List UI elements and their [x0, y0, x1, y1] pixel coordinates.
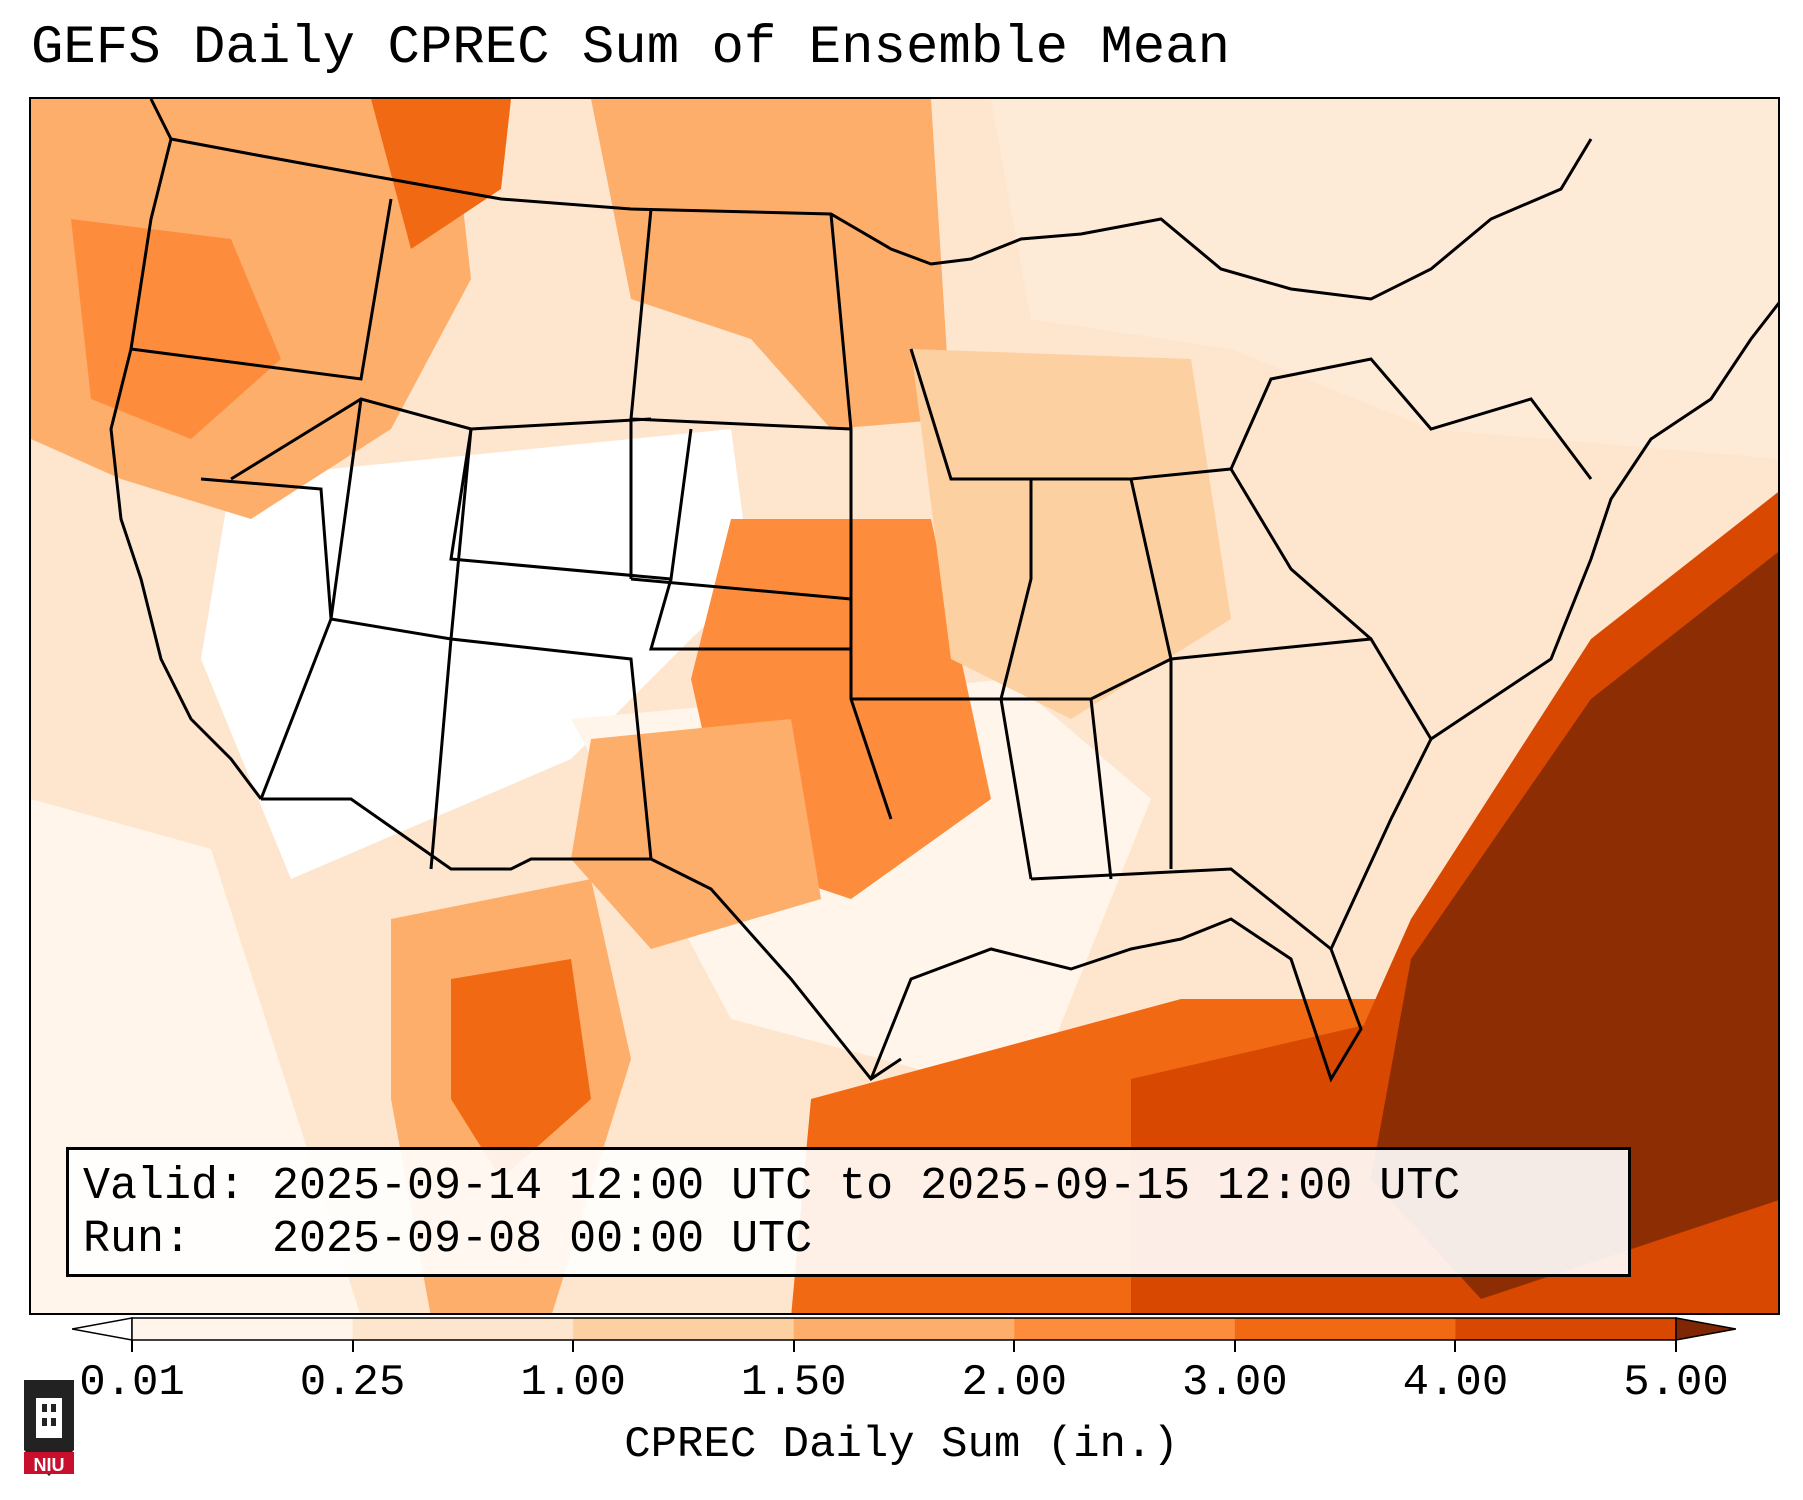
moist-region-north-plains — [591, 99, 951, 429]
colorbar-tick-label: 1.00 — [520, 1358, 626, 1408]
logo-tower — [36, 1398, 62, 1438]
colorbar-tick — [1454, 1340, 1457, 1352]
heaviest-region-atlantic — [1371, 552, 1778, 1299]
page-title: GEFS Daily CPREC Sum of Ensemble Mean — [31, 18, 1230, 79]
colorbar-segment — [573, 1318, 795, 1340]
logo-red-band — [24, 1452, 74, 1474]
colorbar-tick — [131, 1340, 133, 1352]
logo-window — [42, 1404, 47, 1412]
colorbar-label: CPREC Daily Sum (in.) — [624, 1420, 1179, 1470]
colorbar-tick-label: 3.00 — [1182, 1358, 1288, 1408]
light-region-canada — [991, 99, 1778, 459]
valid-time-text: Valid: 2025-09-14 12:00 UTC to 2025-09-1… — [83, 1161, 1461, 1212]
logo-text: NIU — [33, 1455, 65, 1475]
moist-region-new-mexico — [571, 719, 821, 949]
colorbar — [72, 1317, 1736, 1341]
logo-window — [51, 1404, 56, 1412]
colorbar-under-arrow — [72, 1317, 133, 1341]
colorbar-over-arrow — [1675, 1317, 1736, 1341]
colorbar-segments — [131, 1317, 1677, 1341]
colorbar-tick — [792, 1340, 795, 1352]
state-borders — [109, 99, 1778, 1083]
run-time-text: Run: 2025-09-08 00:00 UTC — [83, 1214, 813, 1265]
precipitation-map — [29, 97, 1780, 1315]
colorbar-segment — [1014, 1318, 1236, 1340]
moist-core-mexico — [451, 959, 591, 1179]
colorbar-segment — [132, 1318, 354, 1340]
colorbar-tick — [1675, 1340, 1677, 1352]
moist-core-idaho — [371, 99, 511, 249]
colorbar-tick-label: 5.00 — [1623, 1358, 1729, 1408]
colorbar-tick — [351, 1340, 354, 1352]
colorbar-tick — [572, 1340, 575, 1352]
dry-region-great-basin — [201, 429, 751, 879]
valid-run-info-box: Valid: 2025-09-14 12:00 UTC to 2025-09-1… — [66, 1147, 1631, 1277]
colorbar-segment — [1455, 1318, 1677, 1340]
logo-window — [42, 1418, 47, 1426]
colorbar-segment — [793, 1318, 1015, 1340]
colorbar-tick-label: 0.01 — [79, 1358, 185, 1408]
logo-window — [51, 1418, 56, 1426]
colorbar-segment — [1234, 1318, 1456, 1340]
colorbar-tick-label: 1.50 — [740, 1358, 847, 1408]
colorbar-tick-label: 2.00 — [961, 1358, 1068, 1408]
colorbar-tick — [1233, 1340, 1236, 1352]
moist-region-midwest — [911, 349, 1231, 719]
niu-logo — [24, 1380, 74, 1476]
map-svg — [31, 99, 1778, 1313]
colorbar-segment — [352, 1318, 574, 1340]
colorbar-tick-label: 0.25 — [299, 1358, 406, 1408]
colorbar-ticks — [0, 1340, 1803, 1360]
colorbar-tick-label: 4.00 — [1402, 1358, 1509, 1408]
colorbar-tick — [1013, 1340, 1016, 1352]
